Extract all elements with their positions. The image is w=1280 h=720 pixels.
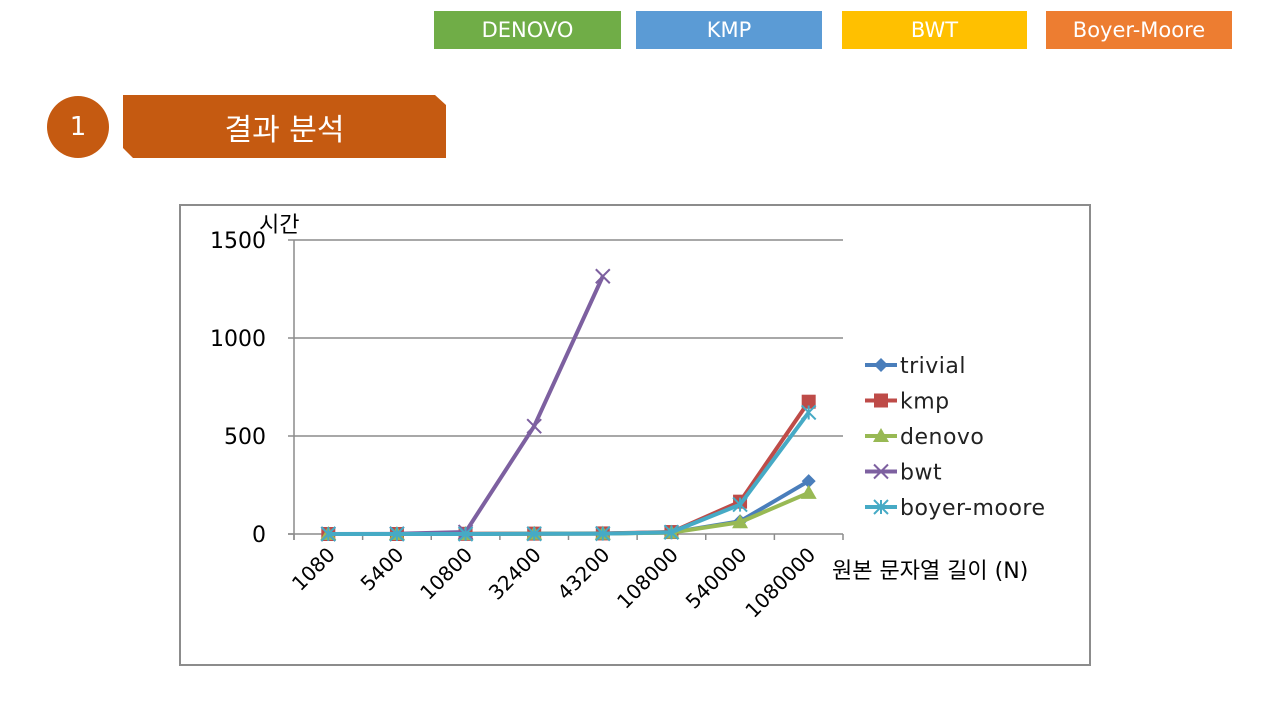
data-point-boyer-moore [320,526,337,542]
x-tick-label: 5400 [356,543,409,596]
data-point-bwt [595,268,611,284]
tab-bwt[interactable]: BWT [842,11,1027,49]
tab-boyer-moore[interactable]: Boyer-Moore [1046,11,1232,49]
section-title-text: 결과 분석 [224,112,345,148]
x-tick-label: 540000 [681,543,752,614]
data-point-boyer-moore [663,524,680,540]
y-axis-label: 시간 [259,213,299,238]
x-tick-label: 32400 [484,543,546,605]
series-line-bwt [328,275,605,536]
section-number-badge: 1 [47,96,109,158]
legend-marker-boyer-moore [873,499,889,515]
legend-label-bwt: bwt [900,461,942,486]
data-point-boyer-moore [595,525,611,542]
x-axis-label: 원본 문자열 길이 (N) [832,559,1028,584]
legend-marker-denovo [873,428,889,442]
data-point-boyer-moore [800,404,817,421]
data-point-trivial [801,474,816,489]
x-tick-label: 43200 [552,543,614,605]
legend-label-trivial: trivial [900,354,966,379]
legend-marker-kmp [874,393,888,408]
data-point-kmp [801,394,816,409]
chart-frame [179,204,1091,666]
legend-label-kmp: kmp [900,390,950,415]
x-tick-label: 10800 [415,543,477,605]
series-line-boyer-moore [328,411,811,536]
y-tick-label: 500 [224,425,266,450]
section-title: 결과 분석 [123,95,446,158]
x-tick-label: 1080000 [740,543,820,623]
legend-label-denovo: denovo [900,425,984,450]
data-point-boyer-moore [389,526,405,542]
y-tick-label: 0 [252,523,266,548]
tab-kmp[interactable]: KMP [636,11,822,49]
x-tick-label: 108000 [612,543,683,614]
series-line-kmp [328,400,811,536]
data-point-denovo [800,484,817,499]
data-point-denovo [732,514,749,529]
legend-marker-trivial [874,358,888,372]
data-point-boyer-moore [732,496,748,513]
data-point-boyer-moore [457,526,474,542]
tab-denovo[interactable]: DENOVO [434,11,621,49]
legend-label-boyer-moore: boyer-moore [900,496,1046,521]
y-tick-label: 1500 [210,229,266,254]
data-point-boyer-moore [526,526,542,542]
data-point-bwt [526,418,542,434]
y-tick-label: 1000 [210,327,266,352]
legend-marker-bwt [873,463,889,480]
x-tick-label: 1080 [287,543,340,596]
